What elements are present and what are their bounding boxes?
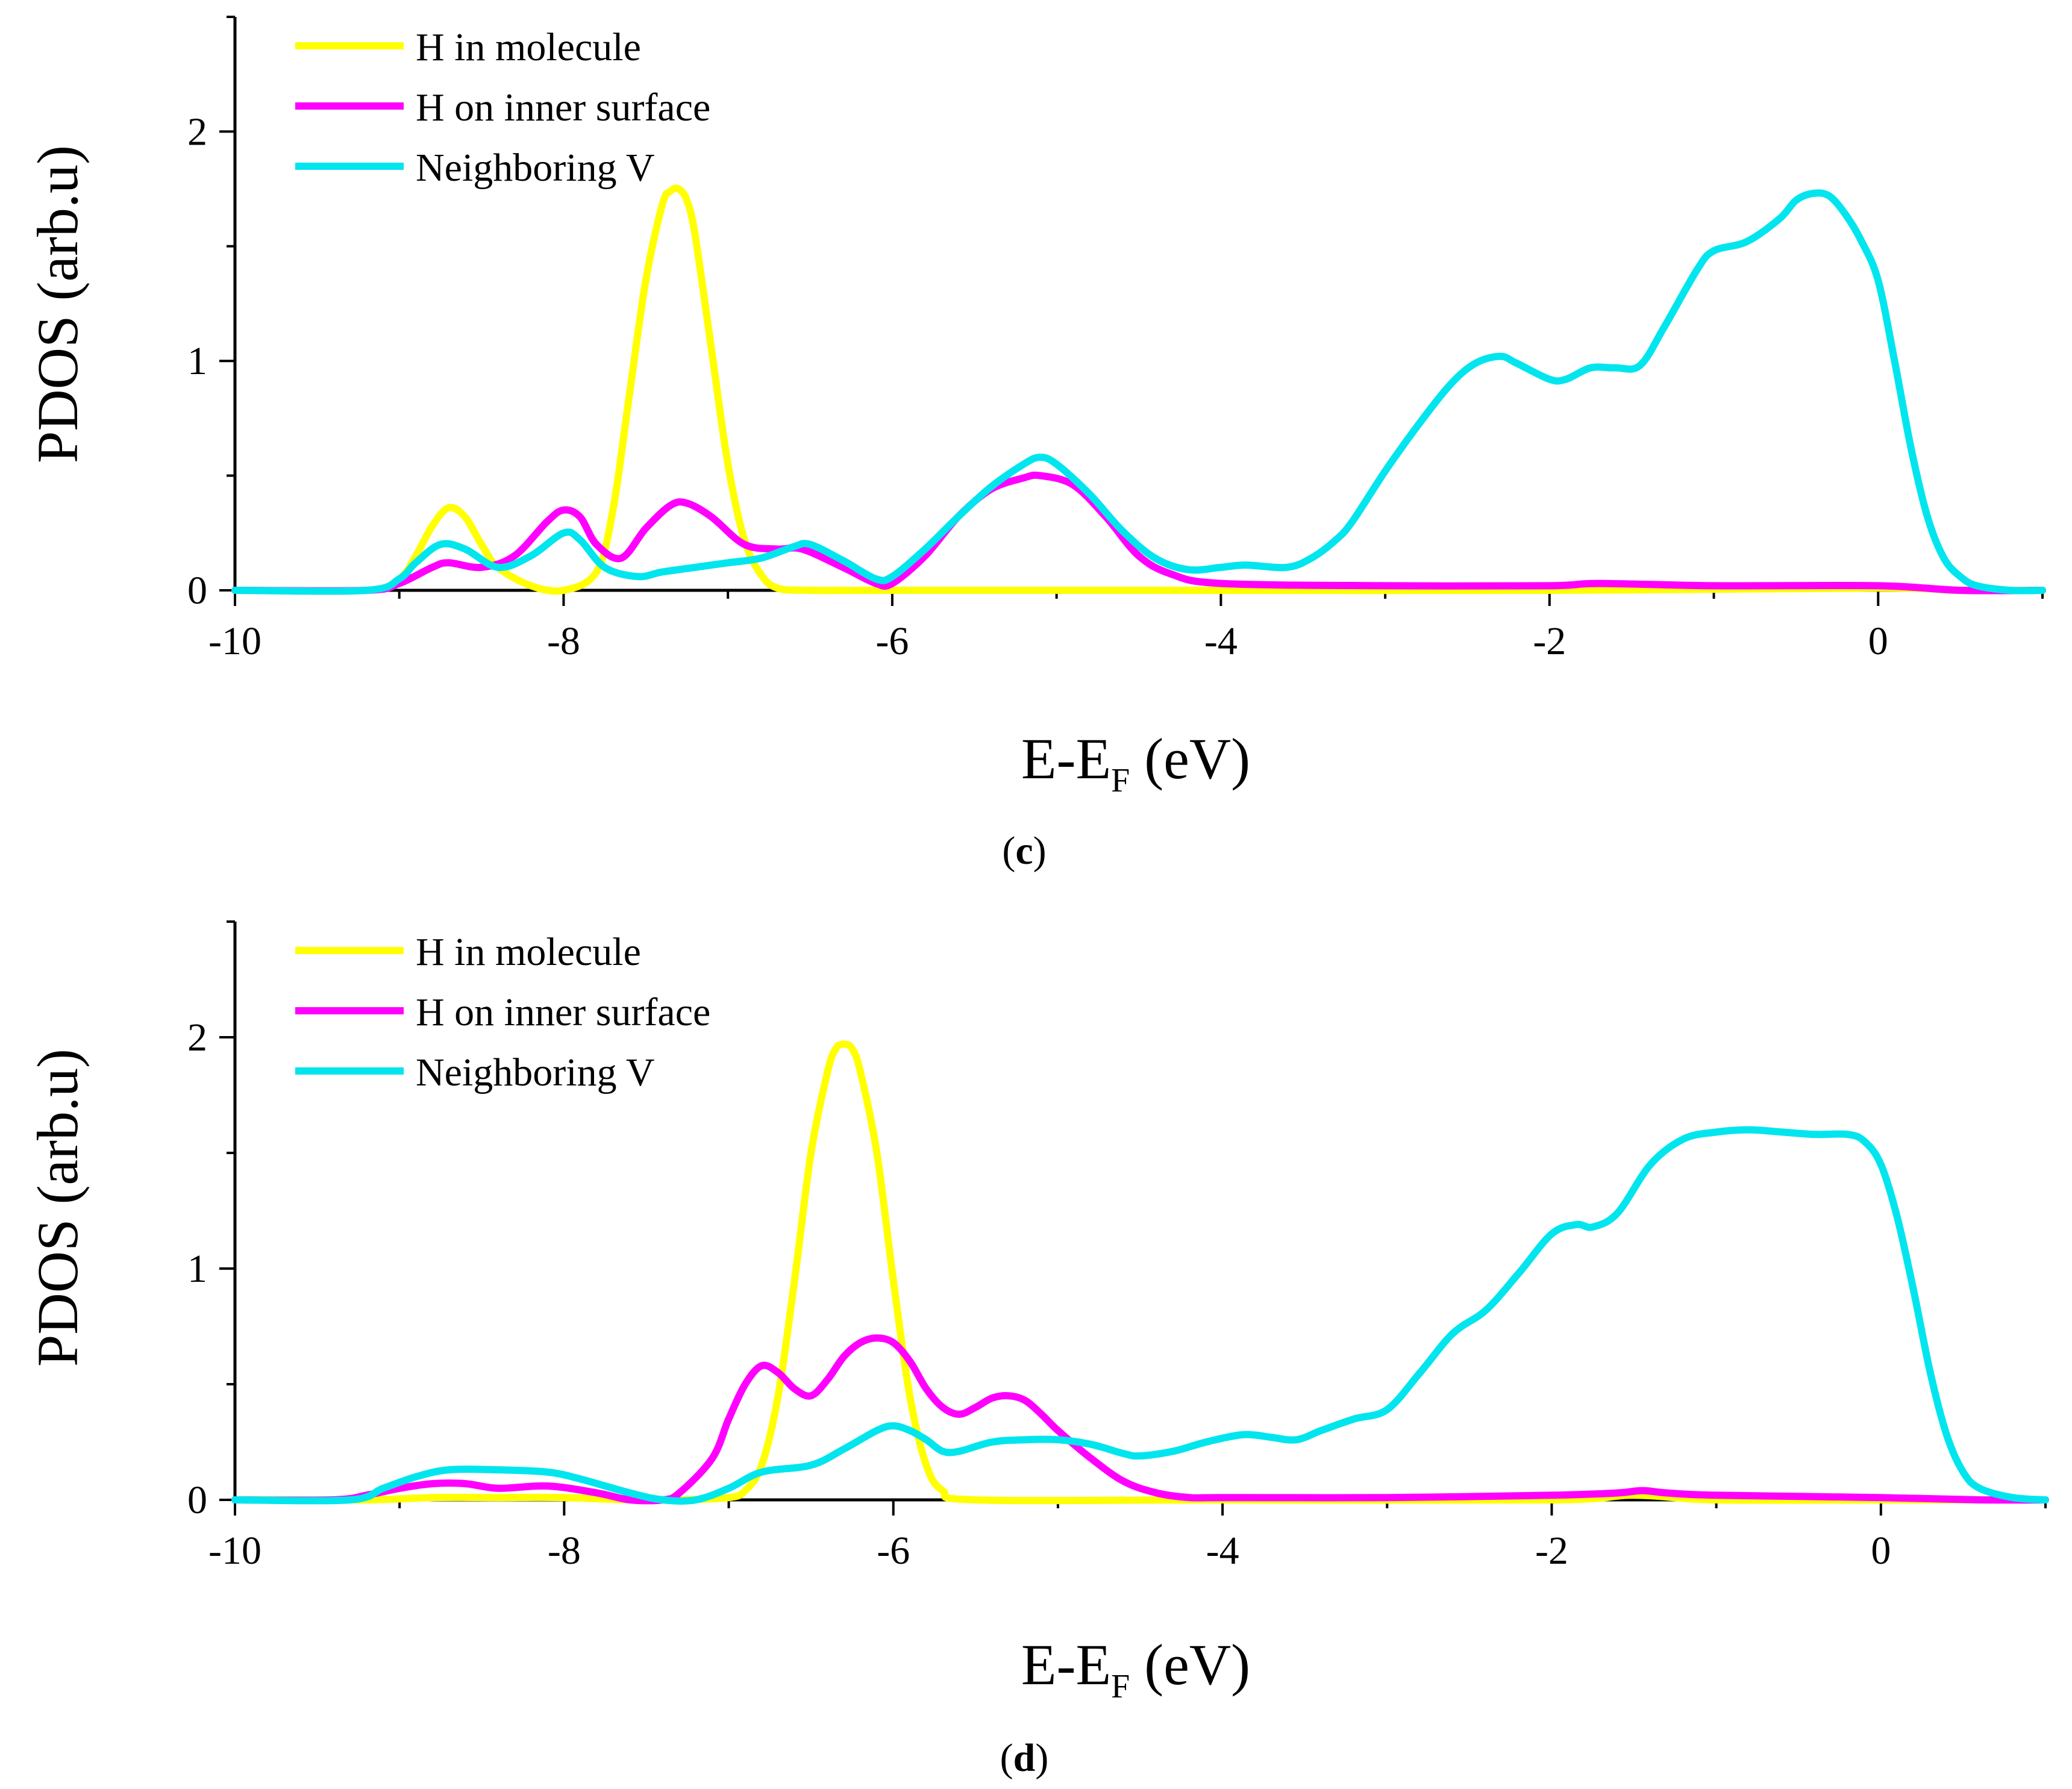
panel-d-series-h-in-molecule xyxy=(231,1040,2049,1505)
panel-c-y-axis-title: PDOS (arb.u) xyxy=(25,145,90,463)
panel-d-x-tick-label: -6 xyxy=(877,1529,910,1573)
panel-c-legend: H in molecule H on inner surface Neighbori… xyxy=(295,25,710,190)
panel-c-x-axis-title-tail: (eV) xyxy=(1130,726,1250,791)
panel-d-legend: H in molecule H on inner surface Neighbori… xyxy=(295,930,710,1094)
panel-d: -10 -8 -6 -4 -2 0 0 1 2 PDOS (arb.u) E-EF (eV) (… xyxy=(25,920,2049,1780)
panel-d-x-tick-label: -8 xyxy=(548,1529,581,1573)
panel-d-x-tick-label: 0 xyxy=(1871,1529,1891,1573)
panel-d-x-tick-label: -10 xyxy=(208,1529,261,1573)
panel-c-y-tick-label: 0 xyxy=(187,569,207,613)
panel-d-legend-label-neighboring-v: Neighboring V xyxy=(416,1051,655,1094)
panel-c-x-axis-title-subscript: F xyxy=(1111,762,1130,799)
panel-c-caption-letter: c xyxy=(1015,829,1033,873)
panel-c-x-tick-label: -6 xyxy=(875,619,909,663)
panel-d-x-tick-label: -4 xyxy=(1206,1529,1239,1573)
panel-c-x-tick-label: -10 xyxy=(208,619,261,663)
panel-c-y-tick-label: 2 xyxy=(187,110,207,154)
panel-c-series-neighboring-v xyxy=(231,189,2046,595)
panel-c-series-h-on-inner-surface xyxy=(231,471,2046,595)
panel-c: -10 -8 -6 -4 -2 0 0 1 2 PDOS (arb.u) E-EF (eV) (… xyxy=(25,16,2046,873)
panel-d-legend-label-h-in-molecule: H in molecule xyxy=(416,930,641,974)
panel-d-x-axis-title: E-EF (eV) xyxy=(1021,1632,1250,1705)
panel-d-y-axis-title: PDOS (arb.u) xyxy=(25,1049,90,1367)
panel-c-x-tick-label: -2 xyxy=(1533,619,1566,663)
panel-c-legend-label-neighboring-v: Neighboring V xyxy=(416,146,655,190)
panel-d-y-tick-label: 2 xyxy=(187,1016,207,1060)
panel-d-series-neighboring-v xyxy=(231,1126,2049,1505)
panel-d-caption: (d) xyxy=(1000,1736,1049,1780)
panel-c-x-tick-label: -4 xyxy=(1204,619,1238,663)
panel-d-x-axis-title-tail: (eV) xyxy=(1130,1632,1250,1697)
panel-d-y-tick-label: 1 xyxy=(187,1247,207,1291)
panel-d-y-tick-label: 0 xyxy=(187,1478,207,1522)
panel-c-legend-label-h-in-molecule: H in molecule xyxy=(416,25,641,69)
panel-c-plot-area: -10 -8 -6 -4 -2 0 0 1 2 xyxy=(187,16,2046,663)
panel-c-caption: (c) xyxy=(1002,829,1046,873)
panel-c-x-tick-label: 0 xyxy=(1868,619,1888,663)
panel-c-x-axis-title: E-EF (eV) xyxy=(1021,726,1250,799)
panel-d-x-tick-label: -2 xyxy=(1535,1529,1568,1573)
panel-c-x-axis-title-main: E-E xyxy=(1021,726,1111,791)
panel-c-series-h-in-molecule xyxy=(231,184,2046,595)
panel-d-legend-label-h-on-inner-surface: H on inner surface xyxy=(416,990,710,1034)
panel-c-y-tick-label: 1 xyxy=(187,339,207,383)
panel-c-legend-label-h-on-inner-surface: H on inner surface xyxy=(416,86,710,130)
panel-d-series-h-on-inner-surface xyxy=(231,1334,2049,1505)
panel-d-plot-area: -10 -8 -6 -4 -2 0 0 1 2 xyxy=(187,920,2049,1573)
panel-d-x-axis-title-subscript: F xyxy=(1111,1668,1130,1705)
panel-c-x-tick-label: -8 xyxy=(547,619,580,663)
panel-d-x-axis-title-main: E-E xyxy=(1021,1632,1111,1697)
panel-d-caption-letter: d xyxy=(1013,1736,1036,1780)
